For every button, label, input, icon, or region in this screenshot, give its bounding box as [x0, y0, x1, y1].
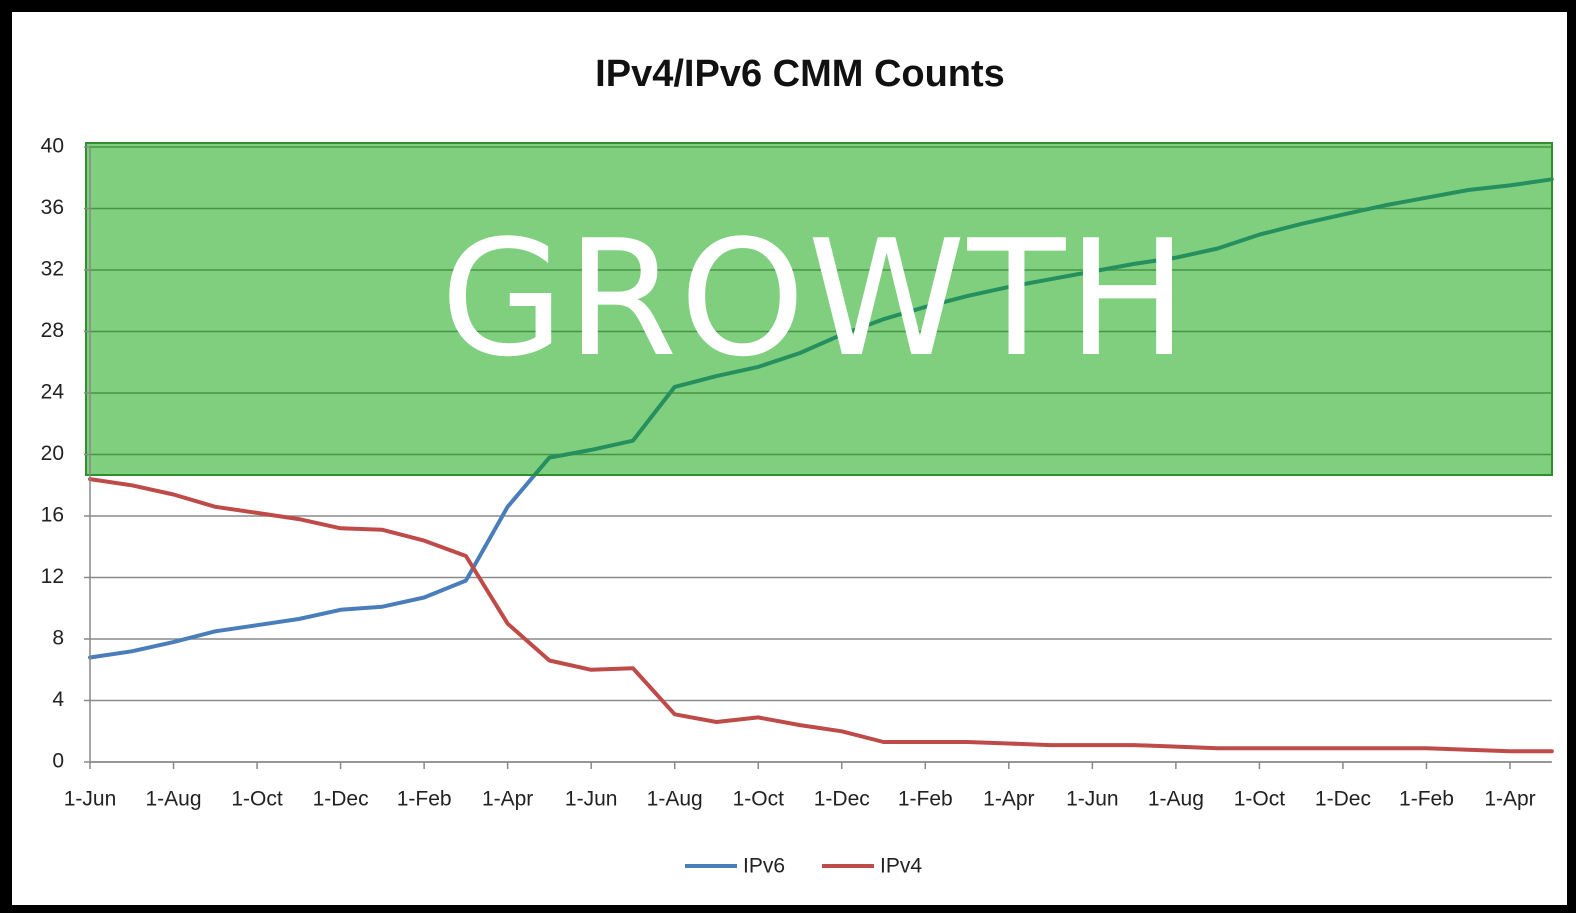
x-tick-label: 1-Jun: [1066, 788, 1119, 811]
x-tick-label: 1-Apr: [482, 788, 533, 811]
x-tick-label: 1-Jun: [64, 788, 117, 811]
x-tick-label: 1-Apr: [1484, 788, 1535, 811]
y-tick-label: 40: [41, 135, 64, 158]
legend: IPv6 IPv4: [685, 855, 922, 878]
x-tick-label: 1-Oct: [733, 788, 785, 811]
y-tick-label: 12: [41, 565, 64, 588]
x-tick-label: 1-Aug: [146, 788, 202, 811]
y-tick-label: 24: [41, 381, 65, 404]
x-tick-label: 1-Jun: [565, 788, 618, 811]
y-tick-label: 20: [41, 442, 64, 465]
y-tick-label: 36: [41, 196, 64, 219]
series-line: [88, 477, 1554, 754]
x-tick-label: 1-Oct: [231, 788, 283, 811]
x-tick-label: 1-Dec: [313, 788, 369, 811]
y-tick-label: 16: [41, 504, 64, 527]
growth-highlight: [85, 142, 1553, 476]
y-tick-label: 4: [52, 688, 64, 711]
growth-annotation: GROWTH: [440, 205, 1189, 392]
x-tick-label: 1-Feb: [1399, 788, 1454, 811]
legend-label: IPv4: [880, 855, 922, 878]
legend-label: IPv6: [743, 855, 785, 878]
y-tick-label: 32: [41, 258, 64, 281]
y-tick-label: 8: [52, 627, 64, 650]
y-tick-label: 28: [41, 319, 64, 342]
x-tick-label: 1-Apr: [983, 788, 1034, 811]
x-tick-label: 1-Feb: [898, 788, 953, 811]
x-tick-label: 1-Dec: [1315, 788, 1371, 811]
x-tick-label: 1-Oct: [1234, 788, 1286, 811]
x-tick-label: 1-Aug: [1148, 788, 1204, 811]
y-tick-label: 0: [52, 750, 64, 773]
x-tick-label: 1-Feb: [397, 788, 452, 811]
chart-title: IPv4/IPv6 CMM Counts: [595, 53, 1005, 95]
axes: 0 4 8 12 16 20 24 28 32 36 40 1-Jun 1-Aug 1-Oct 1-Dec 1…: [41, 135, 1552, 811]
x-tick-label: 1-Aug: [647, 788, 703, 811]
x-tick-label: 1-Dec: [814, 788, 870, 811]
